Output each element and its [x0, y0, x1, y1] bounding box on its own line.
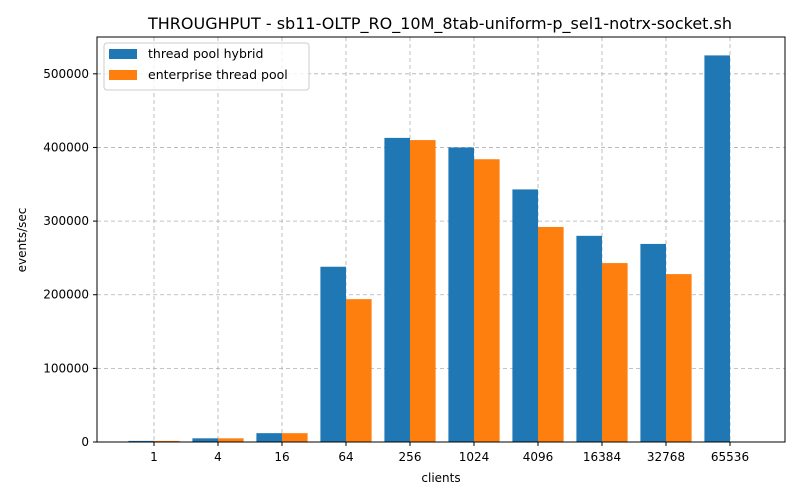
bar-thread-pool-hybrid-64	[320, 266, 346, 442]
y-tick-label: 400000	[43, 140, 89, 154]
bar-enterprise-thread-pool-1	[154, 440, 180, 442]
bar-thread-pool-hybrid-1	[128, 440, 154, 442]
x-tick-label: 1	[150, 450, 158, 464]
bars	[128, 55, 730, 443]
bar-enterprise-thread-pool-1024	[474, 159, 500, 442]
bar-enterprise-thread-pool-32768	[666, 274, 692, 442]
y-axis-label: events/sec	[15, 208, 29, 273]
bar-enterprise-thread-pool-16	[282, 433, 308, 442]
legend-label: enterprise thread pool	[148, 67, 288, 82]
bar-enterprise-thread-pool-64	[346, 299, 372, 442]
legend-swatch	[109, 49, 137, 59]
legend: thread pool hybrid enterprise thread pool	[103, 42, 310, 91]
x-tick-label: 256	[399, 450, 422, 464]
y-axis: 0 100000 200000 300000 400000 500000	[43, 67, 97, 449]
bar-thread-pool-hybrid-65536	[704, 55, 730, 443]
bar-thread-pool-hybrid-4096	[512, 189, 538, 442]
x-tick-label: 65536	[711, 450, 749, 464]
bar-enterprise-thread-pool-16384	[602, 263, 628, 442]
y-tick-label: 100000	[43, 361, 89, 375]
x-tick-label: 16384	[583, 450, 621, 464]
x-tick-label: 32768	[647, 450, 685, 464]
x-tick-label: 64	[338, 450, 353, 464]
y-tick-label: 300000	[43, 214, 89, 228]
legend-label: thread pool hybrid	[148, 46, 263, 61]
bar-thread-pool-hybrid-256	[384, 137, 410, 442]
y-tick-label: 200000	[43, 288, 89, 302]
bar-enterprise-thread-pool-4	[218, 438, 244, 442]
bar-enterprise-thread-pool-4096	[538, 226, 564, 442]
bar-thread-pool-hybrid-16	[256, 433, 282, 442]
plot-frame	[96, 36, 786, 443]
x-tick-label: 4096	[523, 450, 554, 464]
chart-title: THROUGHPUT - sb11-OLTP_RO_10M_8tab-unifo…	[147, 14, 732, 34]
x-tick-label: 16	[274, 450, 289, 464]
bar-thread-pool-hybrid-32768	[640, 243, 666, 442]
bar-thread-pool-hybrid-1024	[448, 147, 474, 443]
x-axis: 1 4 16 64 256 1024 4096 16384 32768 65536	[150, 442, 749, 464]
y-tick-label: 0	[81, 435, 89, 449]
legend-swatch	[109, 70, 137, 80]
x-axis-label: clients	[421, 471, 460, 485]
y-tick-label: 500000	[43, 67, 89, 81]
x-tick-label: 4	[214, 450, 222, 464]
x-tick-label: 1024	[459, 450, 490, 464]
bar-thread-pool-hybrid-16384	[576, 235, 602, 442]
legend-box	[103, 42, 310, 91]
bar-enterprise-thread-pool-256	[410, 140, 436, 442]
bar-thread-pool-hybrid-4	[192, 438, 218, 442]
